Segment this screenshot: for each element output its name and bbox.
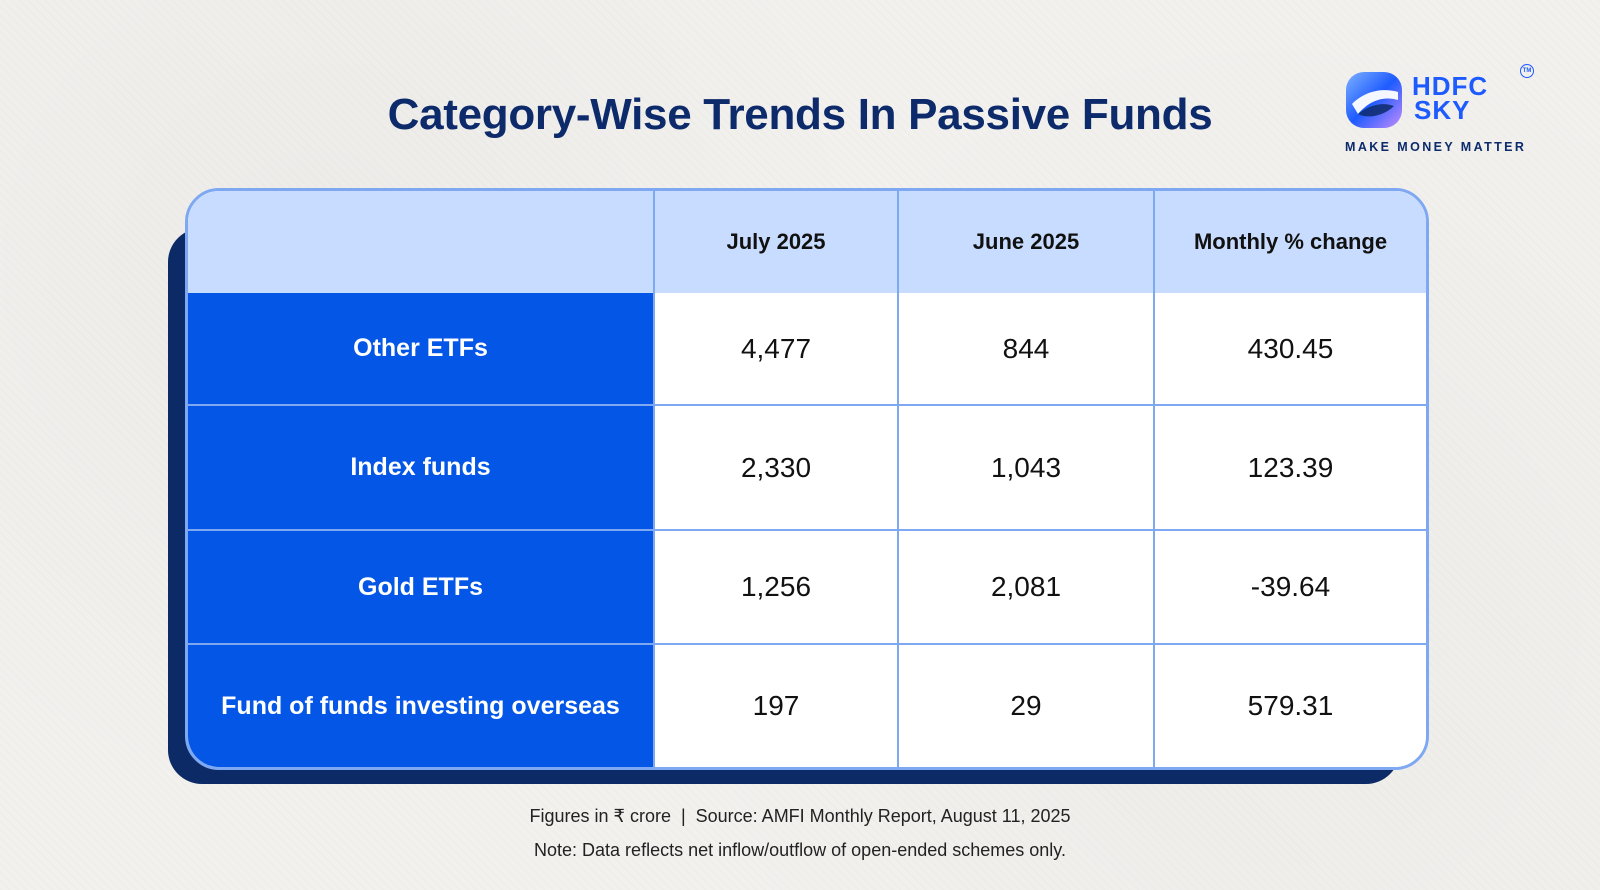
logo-tagline: MAKE MONEY MATTER: [1345, 140, 1527, 154]
table-row: Gold ETFs 1,256 2,081 -39.64: [188, 528, 1426, 646]
cell-july-2025: 2,330: [653, 404, 899, 531]
row-label: Fund of funds investing overseas: [188, 643, 655, 767]
cell-monthly-change: 430.45: [1153, 293, 1426, 407]
cell-june-2025: 1,043: [897, 404, 1155, 531]
table-row: Index funds 2,330 1,043 123.39: [188, 404, 1426, 531]
cell-july-2025: 197: [653, 643, 899, 767]
data-table-container: July 2025 June 2025 Monthly % change Oth…: [185, 188, 1429, 770]
cell-june-2025: 29: [897, 643, 1155, 767]
hdfc-sky-logo: HDFC SKY TM MAKE MONEY MATTER: [1340, 62, 1540, 162]
row-label: Gold ETFs: [188, 528, 655, 646]
table-row: Fund of funds investing overseas 197 29 …: [188, 643, 1426, 767]
data-table: July 2025 June 2025 Monthly % change Oth…: [188, 191, 1426, 767]
hdfc-sky-logo-icon: [1346, 72, 1402, 128]
row-label: Index funds: [188, 404, 655, 531]
logo-wordmark-line2: SKY: [1414, 95, 1471, 125]
row-label: Other ETFs: [188, 293, 655, 407]
table-row: Other ETFs 4,477 844 430.45: [188, 293, 1426, 407]
page-title: Category-Wise Trends In Passive Funds: [387, 90, 1213, 139]
cell-monthly-change: 579.31: [1153, 643, 1426, 767]
table-header-row: July 2025 June 2025 Monthly % change: [188, 191, 1426, 293]
cell-monthly-change: -39.64: [1153, 528, 1426, 646]
header-cell-july-2025: July 2025: [653, 191, 899, 293]
logo-wordmark: HDFC SKY: [1412, 71, 1489, 125]
trademark-badge: TM: [1520, 64, 1534, 78]
cell-june-2025: 844: [897, 293, 1155, 407]
source-note: Figures in ₹ crore | Source: AMFI Monthl…: [529, 806, 1071, 826]
header-cell-blank: [188, 191, 655, 293]
logo-wordmark-line1: HDFC: [1412, 71, 1489, 101]
header-cell-june-2025: June 2025: [897, 191, 1155, 293]
cell-june-2025: 2,081: [897, 528, 1155, 646]
cell-july-2025: 1,256: [653, 528, 899, 646]
header-cell-monthly-change: Monthly % change: [1153, 191, 1426, 293]
cell-monthly-change: 123.39: [1153, 404, 1426, 531]
cell-july-2025: 4,477: [653, 293, 899, 407]
data-note: Note: Data reflects net inflow/outflow o…: [534, 840, 1066, 860]
